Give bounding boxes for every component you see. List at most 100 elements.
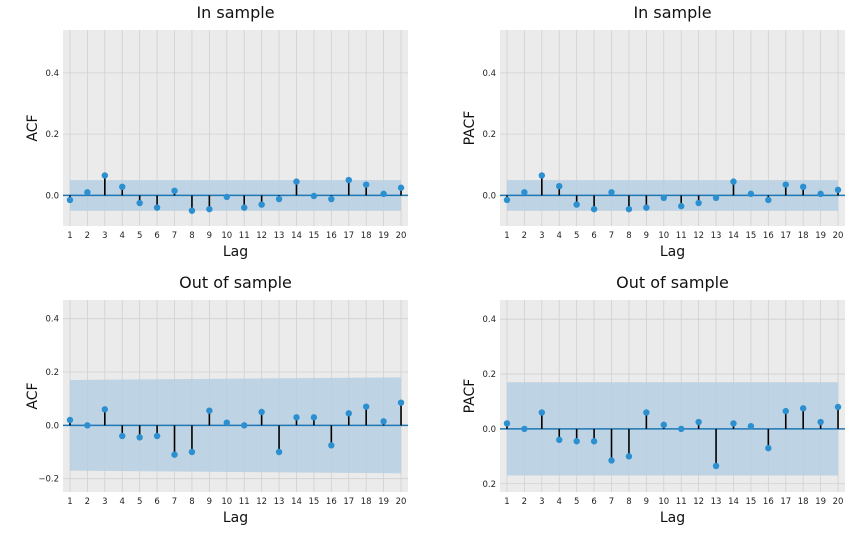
marker-lag-13 bbox=[275, 195, 283, 203]
marker-lag-13 bbox=[275, 448, 283, 456]
marker-lag-8 bbox=[188, 448, 196, 456]
marker-lag-11 bbox=[678, 202, 685, 210]
marker-lag-6 bbox=[153, 204, 161, 211]
marker-lag-12 bbox=[258, 201, 265, 208]
x-tick-label: 4 bbox=[557, 497, 562, 507]
x-tick-label: 2 bbox=[85, 497, 90, 507]
x-tick-label: 17 bbox=[780, 497, 791, 507]
marker-lag-19 bbox=[817, 190, 824, 198]
y-axis-label: ACF bbox=[25, 382, 41, 409]
marker-lag-17 bbox=[782, 407, 789, 415]
y-tick-label: −0.2 bbox=[38, 475, 59, 485]
y-tick-label: 0.2 bbox=[45, 368, 59, 378]
marker-lag-3 bbox=[101, 172, 109, 179]
x-tick-label: 1 bbox=[67, 497, 72, 507]
marker-lag-13 bbox=[712, 462, 720, 470]
x-tick-label: 1 bbox=[504, 497, 509, 507]
marker-lag-5 bbox=[573, 201, 580, 208]
panel-title: Out of sample bbox=[179, 273, 292, 292]
marker-lag-7 bbox=[171, 187, 178, 194]
x-tick-label: 15 bbox=[745, 497, 756, 507]
marker-lag-9 bbox=[643, 204, 650, 211]
marker-lag-11 bbox=[241, 204, 248, 211]
marker-lag-15 bbox=[310, 414, 318, 421]
x-tick-label: 12 bbox=[693, 497, 704, 507]
x-tick-label: 3 bbox=[539, 497, 544, 507]
x-tick-label: 16 bbox=[326, 497, 337, 507]
x-tick-label: 16 bbox=[326, 231, 337, 241]
marker-lag-1 bbox=[503, 420, 511, 427]
marker-lag-11 bbox=[241, 422, 248, 429]
marker-lag-16 bbox=[328, 442, 335, 449]
marker-lag-7 bbox=[608, 457, 615, 464]
y-tick-label: 0.0 bbox=[45, 191, 59, 201]
x-tick-label: 12 bbox=[693, 231, 704, 241]
marker-lag-8 bbox=[625, 205, 633, 213]
x-tick-label: 19 bbox=[378, 231, 389, 241]
x-tick-label: 3 bbox=[539, 231, 544, 241]
x-tick-label: 4 bbox=[557, 231, 562, 241]
marker-lag-9 bbox=[643, 409, 650, 416]
x-tick-label: 14 bbox=[291, 231, 302, 241]
x-tick-label: 20 bbox=[833, 231, 844, 241]
x-tick-label: 1 bbox=[504, 231, 509, 241]
marker-lag-18 bbox=[362, 403, 370, 410]
marker-lag-19 bbox=[817, 418, 824, 426]
y-tick-label: 0.4 bbox=[482, 315, 496, 325]
marker-lag-14 bbox=[730, 420, 737, 427]
x-tick-label: 14 bbox=[728, 231, 739, 241]
marker-lag-2 bbox=[521, 425, 528, 433]
marker-lag-2 bbox=[84, 422, 91, 429]
x-tick-label: 11 bbox=[239, 231, 250, 241]
panel-title: In sample bbox=[633, 3, 711, 22]
marker-lag-20 bbox=[834, 186, 842, 194]
marker-lag-8 bbox=[625, 453, 633, 460]
y-tick-label: 0.2 bbox=[482, 370, 496, 380]
x-tick-label: 6 bbox=[154, 497, 159, 507]
marker-lag-7 bbox=[171, 451, 178, 458]
x-tick-label: 11 bbox=[676, 231, 687, 241]
y-tick-label: 0.0 bbox=[45, 421, 59, 431]
x-axis-label: Lag bbox=[660, 510, 685, 526]
x-tick-label: 12 bbox=[256, 231, 267, 241]
panel-out-of-sample-pacf: 1 2 3 4 5 6 7 8 9 10 11 12 13 14 15 16 17 18 19 200.20.00.2… bbox=[462, 273, 845, 526]
marker-lag-3 bbox=[538, 409, 546, 416]
x-tick-label: 9 bbox=[207, 497, 212, 507]
marker-lag-15 bbox=[747, 422, 755, 430]
marker-lag-15 bbox=[310, 192, 318, 200]
x-tick-label: 18 bbox=[361, 231, 372, 241]
panel-title: In sample bbox=[196, 3, 274, 22]
marker-lag-18 bbox=[799, 183, 807, 190]
x-tick-label: 18 bbox=[361, 497, 372, 507]
x-tick-label: 10 bbox=[658, 231, 669, 241]
x-axis-label: Lag bbox=[223, 244, 248, 260]
x-tick-label: 19 bbox=[378, 497, 389, 507]
panel-title: Out of sample bbox=[616, 273, 729, 292]
marker-lag-10 bbox=[223, 193, 230, 201]
y-tick-label: 0.2 bbox=[45, 130, 59, 140]
x-tick-label: 20 bbox=[396, 231, 407, 241]
x-tick-label: 17 bbox=[343, 497, 354, 507]
panel-in-sample-pacf: 1 2 3 4 5 6 7 8 9 10 11 12 13 14 15 16 17 18 19 200.00.20.4… bbox=[462, 3, 845, 260]
x-tick-label: 5 bbox=[574, 231, 579, 241]
x-tick-label: 6 bbox=[591, 497, 596, 507]
x-tick-label: 13 bbox=[274, 231, 285, 241]
x-tick-label: 8 bbox=[189, 231, 194, 241]
marker-lag-12 bbox=[258, 408, 265, 416]
x-tick-label: 5 bbox=[137, 497, 142, 507]
x-tick-label: 10 bbox=[658, 497, 669, 507]
x-tick-label: 15 bbox=[745, 231, 756, 241]
marker-lag-16 bbox=[765, 196, 772, 204]
marker-lag-4 bbox=[556, 436, 563, 444]
x-tick-label: 19 bbox=[815, 497, 826, 507]
panel-out-of-sample-acf: 1 2 3 4 5 6 7 8 9 10 11 12 13 14 15 16 17 18 19 20−0.20.00.… bbox=[25, 273, 408, 526]
marker-lag-2 bbox=[84, 189, 91, 196]
y-tick-label: 0.0 bbox=[482, 425, 496, 435]
x-tick-label: 8 bbox=[626, 231, 631, 241]
x-tick-label: 7 bbox=[172, 497, 177, 507]
marker-lag-11 bbox=[678, 425, 685, 433]
x-tick-label: 1 bbox=[67, 231, 72, 241]
x-axis-label: Lag bbox=[223, 510, 248, 526]
x-tick-label: 4 bbox=[120, 497, 125, 507]
x-axis-label: Lag bbox=[660, 244, 685, 260]
